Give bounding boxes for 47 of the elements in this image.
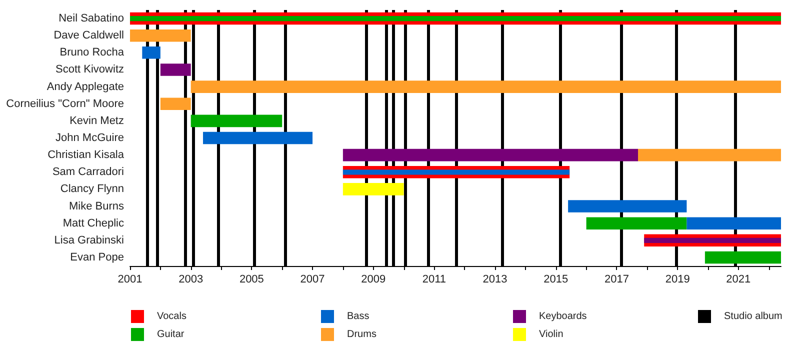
legend-label: Guitar xyxy=(157,329,185,340)
y-tick-label: Neil Sabatino xyxy=(58,12,124,25)
legend-label: Vocals xyxy=(157,311,186,322)
y-tick-label: Andy Applegate xyxy=(46,80,124,93)
x-tick-label: 2007 xyxy=(300,274,325,286)
y-tick-label: Christian Kisala xyxy=(48,149,125,162)
bar xyxy=(342,183,404,196)
legend-label: Bass xyxy=(347,311,370,322)
x-tick-label: 2019 xyxy=(665,274,690,286)
bar xyxy=(638,148,781,162)
legend-label: Violin xyxy=(539,329,564,340)
y-tick-label: Scott Kivowitz xyxy=(56,64,124,76)
x-tick-label: 2011 xyxy=(422,274,446,286)
x-tick-label: 2015 xyxy=(544,274,568,286)
bar xyxy=(203,132,313,144)
x-tick-label: 2001 xyxy=(118,274,142,286)
y-tick-label: Evan Pope xyxy=(70,251,124,264)
x-tick-label: 2003 xyxy=(178,274,204,286)
y-tick-label: Lisa Grabinski xyxy=(54,234,124,246)
bar xyxy=(160,98,191,110)
y-tick-label: Corneilius "Corn" Moore xyxy=(6,98,124,110)
y-tick-label: John McGuire xyxy=(56,132,124,144)
x-tick-label: 2009 xyxy=(361,274,386,286)
bar xyxy=(190,80,781,93)
bar xyxy=(142,46,160,59)
bar xyxy=(342,148,638,162)
x-tick-label: 2021 xyxy=(726,274,751,286)
x-tick-label: 2017 xyxy=(604,274,629,286)
bar xyxy=(130,29,191,42)
y-tick-label: Mike Burns xyxy=(68,200,124,212)
legend-label: Keyboards xyxy=(539,311,587,322)
y-tick-label: Clancy Flynn xyxy=(60,183,124,196)
bar xyxy=(160,64,191,76)
bar xyxy=(704,251,781,264)
x-tick-label: 2005 xyxy=(239,274,264,286)
y-tick-label: Kevin Metz xyxy=(70,114,124,127)
y-tick-label: Dave Caldwell xyxy=(54,30,124,42)
y-tick-label: Sam Carradori xyxy=(52,166,124,178)
legend-label: Studio album xyxy=(724,311,782,322)
bar xyxy=(190,114,282,128)
bar xyxy=(686,217,781,230)
y-tick-label: Matt Cheplic xyxy=(62,217,124,230)
legend-label: Drums xyxy=(347,329,376,340)
bar xyxy=(568,200,687,212)
bar xyxy=(586,217,687,230)
x-tick-label: 2013 xyxy=(482,274,508,286)
y-tick-label: Bruno Rocha xyxy=(60,46,125,59)
